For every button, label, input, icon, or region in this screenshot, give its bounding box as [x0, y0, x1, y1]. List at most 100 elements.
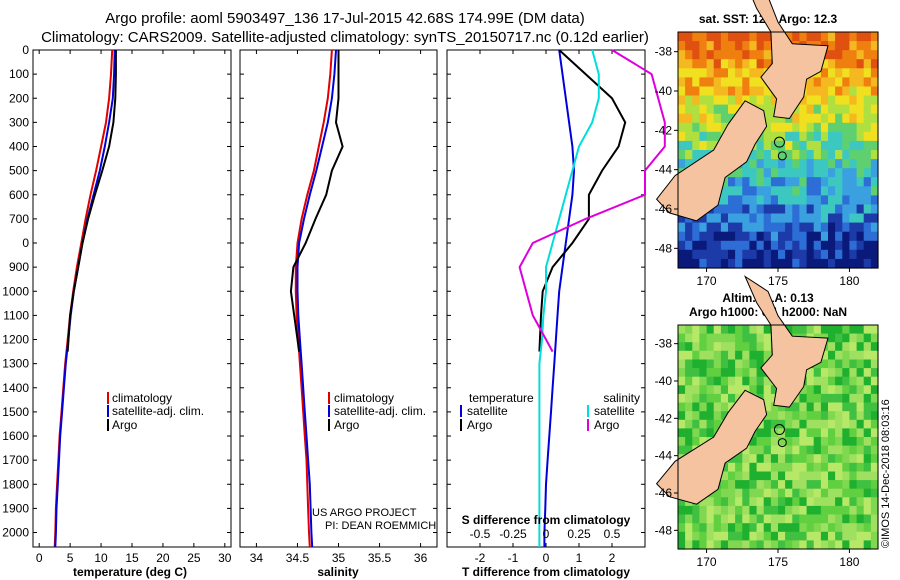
map-cell	[856, 213, 865, 224]
south-island-landmass	[655, 100, 768, 222]
map-cell	[685, 86, 693, 97]
map-cell	[863, 411, 872, 421]
map-cell	[770, 411, 779, 421]
depth-tick-label: 700	[9, 212, 29, 226]
map-cell	[735, 231, 743, 242]
map-cell	[863, 359, 872, 369]
map-cell	[835, 122, 843, 133]
map-cell	[692, 325, 700, 335]
map-cell	[856, 222, 865, 233]
map-cell	[678, 95, 686, 106]
map-cell	[735, 32, 743, 42]
x-tick-label: 0	[36, 551, 43, 565]
map-cell	[828, 41, 836, 51]
map-cell	[778, 462, 786, 472]
map-cell	[706, 497, 715, 507]
map-cell	[706, 240, 715, 251]
map-cell	[749, 523, 758, 533]
map-cell	[678, 428, 686, 438]
map-cell	[842, 419, 850, 429]
map-cell	[756, 41, 765, 51]
map-cell	[806, 186, 815, 196]
map-cell	[735, 540, 743, 550]
map-cell	[742, 168, 750, 178]
series-line-argo	[518, 49, 666, 353]
map-cell	[749, 325, 758, 335]
map-cell	[678, 359, 686, 369]
map-cell	[699, 213, 708, 224]
map-cell	[749, 159, 758, 169]
map-cell	[735, 333, 743, 343]
map-cell	[699, 342, 708, 352]
map-cell	[742, 342, 750, 352]
map-cell	[678, 86, 686, 97]
map-cell	[849, 41, 858, 51]
map-cell	[778, 471, 786, 481]
map-cell	[756, 428, 765, 438]
map-cell	[763, 333, 772, 343]
map-cell	[763, 523, 772, 533]
map-cell	[856, 140, 865, 151]
map-cell	[806, 140, 815, 151]
map-cell	[685, 231, 693, 242]
map-cell	[770, 402, 779, 412]
map-cell	[685, 437, 693, 447]
map-cell	[763, 231, 772, 242]
map-cell	[842, 68, 850, 78]
map-cell	[720, 514, 729, 524]
map-cell	[863, 186, 872, 196]
map-cell	[828, 77, 836, 88]
map-cell	[870, 540, 879, 550]
map-cell	[770, 505, 779, 516]
map-cell	[863, 393, 872, 404]
map-cell	[842, 514, 850, 524]
map-cell	[706, 86, 715, 97]
map-cell	[835, 350, 843, 360]
map-cell	[749, 514, 758, 524]
map-cell	[828, 150, 836, 160]
map-cell	[763, 325, 772, 335]
depth-tick-label: 1400	[2, 381, 29, 395]
map-cell	[813, 240, 822, 251]
map-cell	[706, 523, 715, 533]
map-cell	[678, 140, 686, 151]
map-cell	[806, 32, 815, 42]
map-cell	[828, 258, 836, 269]
map-cell	[749, 168, 758, 178]
map-cell	[699, 86, 708, 97]
map-cell	[806, 419, 815, 429]
map-cell	[806, 531, 815, 541]
map-cell	[692, 113, 700, 124]
map-cell	[870, 325, 879, 335]
map-x-tick-label: 180	[839, 274, 859, 288]
map-cell	[813, 428, 822, 438]
legend-label-s-argo: Argo	[594, 418, 620, 432]
map-cell	[813, 471, 822, 481]
map-cell	[749, 222, 758, 233]
map-cell	[849, 488, 858, 498]
map-cell	[685, 385, 693, 395]
map-y-tick-label: -44	[655, 449, 673, 463]
map-cell	[863, 471, 872, 481]
map-cell	[835, 32, 843, 42]
map-cell	[749, 213, 758, 224]
map-cell	[706, 41, 715, 51]
map-cell	[863, 531, 872, 541]
map-cell	[842, 368, 850, 378]
map-cell	[856, 195, 865, 206]
map-cell	[720, 333, 729, 343]
map-cell	[842, 531, 850, 541]
map-cell	[706, 514, 715, 524]
map-cell	[742, 41, 750, 51]
legend-title-temperature: temperature	[469, 391, 534, 405]
map-cell	[842, 122, 850, 133]
map-cell	[870, 393, 879, 404]
map-cell	[849, 240, 858, 251]
map-cell	[756, 497, 765, 507]
map-cell	[699, 350, 708, 360]
map-cell	[856, 368, 865, 378]
map-cell	[756, 186, 765, 196]
map-y-tick-label: -42	[655, 123, 673, 137]
map-cell	[685, 445, 693, 455]
map-cell	[778, 131, 786, 142]
